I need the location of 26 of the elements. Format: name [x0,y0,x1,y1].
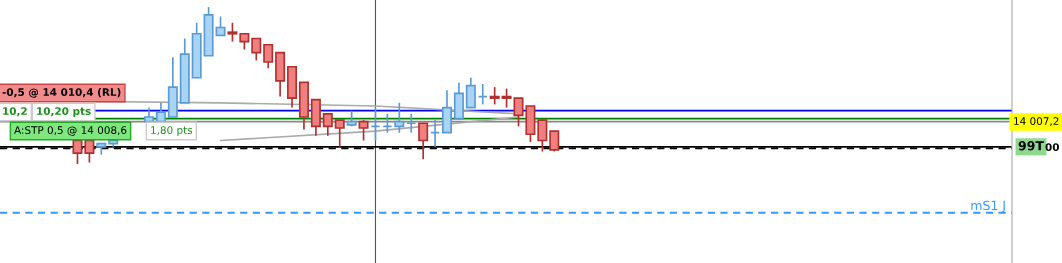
candlestick [251,37,262,62]
candlestick [549,130,560,153]
candlestick [489,86,500,106]
candlestick [322,113,333,137]
candlestick [418,122,429,161]
text: 10,2 [3,107,27,117]
candlestick [394,102,405,134]
candlestick [501,87,512,109]
candlestick [84,139,95,164]
candlestick [155,102,166,123]
candlestick [537,119,548,153]
candlestick [227,21,238,43]
candlestick [72,139,83,165]
text: 00 [1045,143,1059,152]
ref-line-label: mS1 J [971,200,1005,213]
candlestick [334,119,345,148]
ref-line-label: 99T [1018,140,1044,151]
annotation: A:STP 0,5 @ 14 008,6 [14,126,127,136]
annotation: -0,5 @ 14 010,4 (RL) [2,87,121,98]
text: 14 007,2 [1014,117,1059,127]
candlestick [358,119,369,142]
candlestick [215,15,226,37]
annotation: 10,20 pts [37,107,91,118]
annotation: 1,80 pts [151,126,193,137]
candlestick [465,76,476,109]
candlestick [263,43,274,70]
